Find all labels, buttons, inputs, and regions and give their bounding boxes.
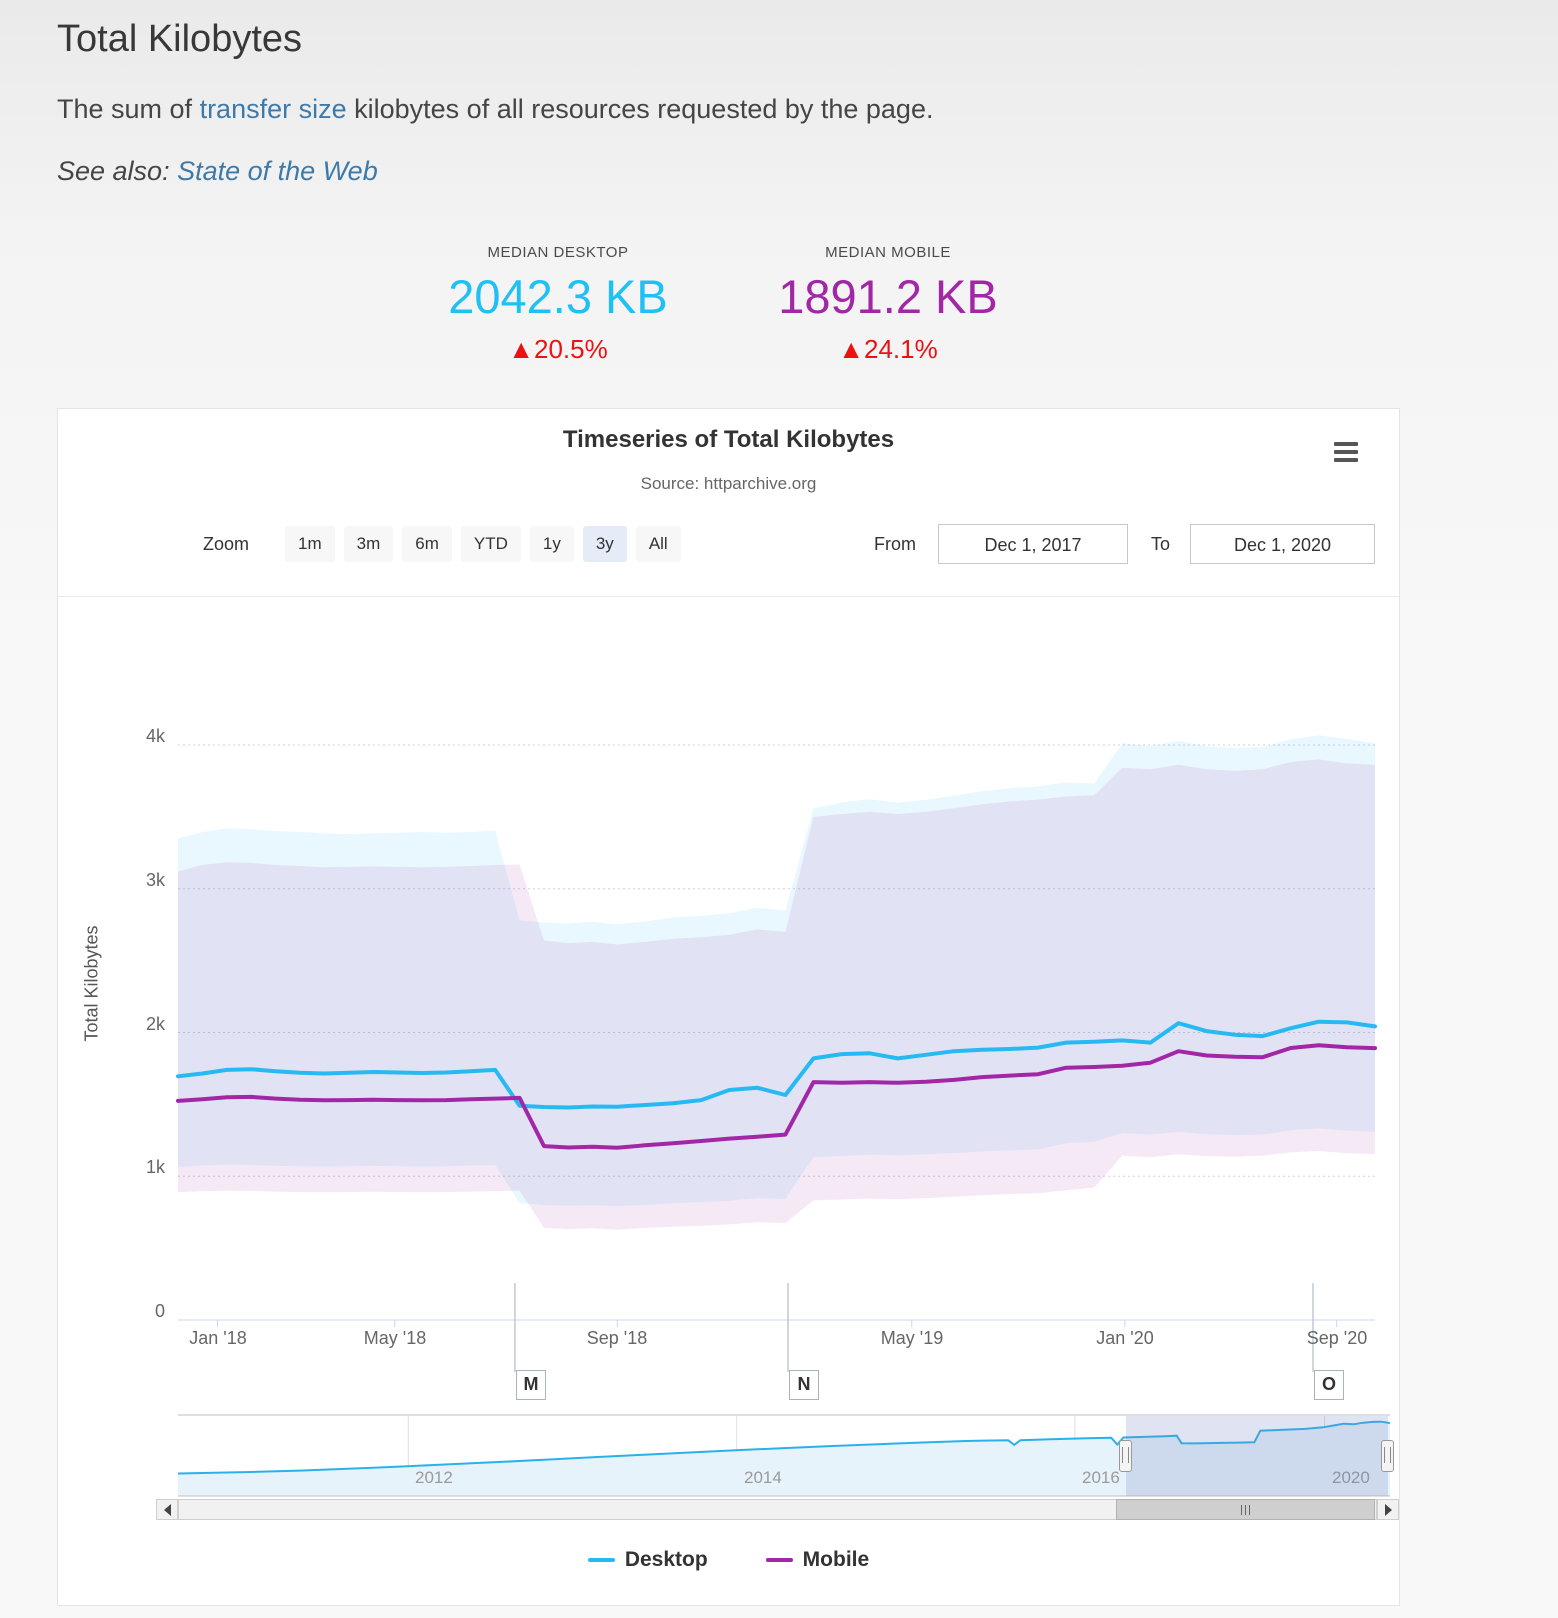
x-tick: May '18 — [363, 1328, 427, 1348]
legend-item-Mobile[interactable]: Mobile — [765, 1548, 870, 1572]
to-label: To — [1151, 534, 1171, 554]
zoom-button-YTD[interactable]: YTD — [460, 526, 521, 562]
x-tick: Jan '18 — [189, 1328, 247, 1348]
y-tick-2k: 2k — [145, 1014, 165, 1034]
transfer-size-link[interactable]: transfer size — [199, 94, 347, 124]
navigator-right-handle-icon[interactable] — [1381, 1440, 1394, 1472]
x-tick: Sep '18 — [586, 1328, 648, 1348]
median-desktop-stat: MEDIAN DESKTOP 2042.3 KB ▲20.5% — [408, 244, 708, 365]
state-of-the-web-link[interactable]: State of the Web — [177, 156, 378, 186]
description-text-2: kilobytes of all resources requested by … — [346, 94, 934, 124]
legend-label: Mobile — [802, 1548, 870, 1571]
scrollbar-right-arrow-icon[interactable] — [1377, 1499, 1399, 1520]
zoom-button-6m[interactable]: 6m — [402, 526, 452, 562]
median-desktop-change: ▲20.5% — [508, 334, 608, 364]
chart-legend: Desktop Mobile — [57, 1548, 1400, 1572]
chart-card — [57, 408, 1400, 1606]
page-description: The sum of transfer size kilobytes of al… — [57, 94, 933, 125]
legend-label: Desktop — [624, 1548, 708, 1571]
zoom-button-All[interactable]: All — [635, 526, 681, 562]
navigator-left-handle-icon[interactable] — [1119, 1440, 1132, 1472]
zoom-button-1y[interactable]: 1y — [529, 526, 574, 562]
legend-swatch-icon — [765, 1558, 793, 1562]
page-title: Total Kilobytes — [57, 18, 303, 60]
y-tick-1k: 1k — [145, 1157, 165, 1177]
scrollbar-thumb[interactable] — [1116, 1499, 1375, 1520]
zoom-button-3y[interactable]: 3y — [582, 526, 627, 562]
divider — [58, 596, 1399, 597]
see-also-label: See also: — [57, 156, 178, 186]
chart-title: Timeseries of Total Kilobytes — [562, 426, 895, 453]
flag-O[interactable]: O — [1314, 1370, 1344, 1400]
scrollbar-left-arrow-icon[interactable] — [156, 1499, 178, 1520]
from-label: From — [874, 534, 916, 554]
x-tick: Jan '20 — [1096, 1328, 1154, 1348]
y-tick-0: 0 — [154, 1301, 165, 1321]
navigator-tick: 2016 — [1082, 1468, 1120, 1487]
zoom-button-1m[interactable]: 1m — [285, 526, 335, 562]
median-desktop-value: 2042.3 KB — [448, 270, 668, 323]
legend-swatch-icon — [587, 1558, 615, 1562]
from-date-input[interactable]: Dec 1, 2017 — [938, 524, 1128, 564]
flag-N[interactable]: N — [789, 1370, 819, 1400]
navigator-selected-range[interactable] — [1126, 1416, 1388, 1496]
description-text: The sum of — [57, 94, 200, 124]
navigator-tick: 2014 — [744, 1468, 782, 1487]
see-also: See also: State of the Web — [57, 156, 378, 187]
to-date-input[interactable]: Dec 1, 2020 — [1190, 524, 1375, 564]
zoom-buttons: 1m 3m 6m YTD 1y 3y All — [285, 526, 681, 562]
zoom-label: Zoom — [203, 534, 250, 554]
median-mobile-stat: MEDIAN MOBILE 1891.2 KB ▲24.1% — [738, 244, 1038, 365]
scrollbar-track[interactable] — [178, 1499, 1377, 1520]
y-tick-4k: 4k — [145, 726, 165, 746]
median-mobile-label: MEDIAN MOBILE — [825, 244, 951, 261]
chart-subtitle: Source: httparchive.org — [640, 474, 817, 493]
zoom-button-3m[interactable]: 3m — [343, 526, 394, 562]
navigator-tick: 2012 — [415, 1468, 453, 1487]
legend-item-Desktop[interactable]: Desktop — [587, 1548, 708, 1572]
chart-context-menu-icon[interactable] — [1334, 442, 1358, 466]
median-mobile-value: 1891.2 KB — [778, 270, 998, 323]
x-tick: May '19 — [880, 1328, 944, 1348]
median-mobile-change: ▲24.1% — [838, 334, 938, 364]
median-desktop-label: MEDIAN DESKTOP — [487, 244, 629, 261]
x-tick: Sep '20 — [1306, 1328, 1368, 1348]
y-tick-3k: 3k — [145, 870, 165, 890]
flag-M[interactable]: M — [516, 1370, 546, 1400]
